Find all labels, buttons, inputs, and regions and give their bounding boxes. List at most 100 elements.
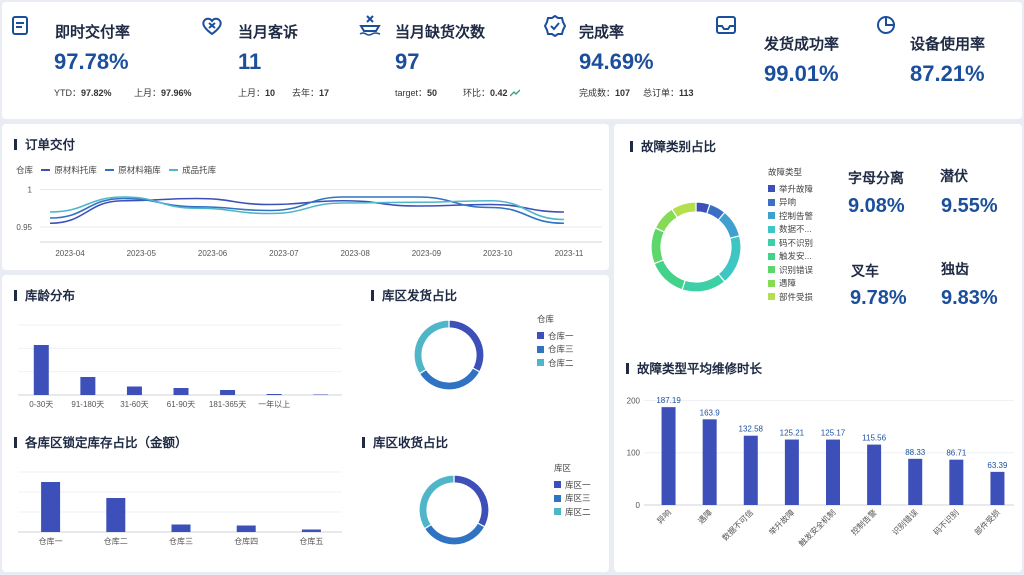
kpi-sub-ytd: YTD：97.82% — [54, 88, 112, 98]
pie-slice — [717, 235, 742, 283]
data-label: 163.9 — [700, 408, 721, 417]
data-label: 187.19 — [656, 396, 681, 405]
kpi-title: 发货成功率 — [764, 36, 840, 53]
receive-legend: 库区 库区一 库区三 库区二 — [554, 462, 591, 519]
fault-kpi-value: 9.08% — [848, 195, 905, 217]
series-line — [49, 196, 564, 221]
bar — [313, 394, 329, 395]
kpi-value: 97 — [395, 49, 420, 74]
section-title: 库区收货占比 — [362, 432, 448, 451]
bar — [743, 435, 758, 505]
section-title: 库龄分布 — [14, 285, 75, 304]
x-tick-label: 2023-08 — [340, 249, 370, 258]
bar — [990, 471, 1005, 505]
bar — [33, 345, 49, 395]
inbox-icon — [716, 16, 736, 34]
y-tick-label: 200 — [627, 396, 641, 405]
x-tick-label: 2023-05 — [127, 249, 157, 258]
kpi-value: 87.21% — [910, 61, 985, 86]
legend-item[interactable]: 仓库三 — [537, 343, 574, 357]
y-tick-label: 0 — [636, 501, 641, 510]
x-tick-label: 仓库一 — [39, 536, 63, 546]
legend-item[interactable]: 原材料箱库 — [105, 165, 161, 175]
fault-kpi-value: 9.55% — [941, 195, 998, 217]
x-tick-label: 数据不可信 — [720, 507, 755, 542]
legend-item[interactable]: 库区三 — [554, 492, 591, 506]
legend-item[interactable]: 仓库一 — [537, 329, 574, 343]
data-label: 125.17 — [821, 429, 846, 438]
pie-slice — [653, 259, 686, 291]
section-title: 订单交付 — [14, 134, 75, 153]
bar — [173, 388, 189, 395]
fault-donut-chart — [650, 201, 742, 293]
y-tick-label: 100 — [627, 449, 641, 458]
data-label: 125.21 — [780, 429, 805, 438]
kpi-sub-last-month: 上月：10 — [238, 88, 276, 98]
bar — [236, 525, 256, 532]
bar — [220, 390, 236, 395]
section-title: 故障类别占比 — [630, 136, 716, 155]
pie-slice — [448, 319, 485, 373]
legend-item[interactable]: 成品托库 — [169, 165, 216, 175]
kpi-title: 当月缺货次数 — [395, 24, 486, 41]
document-icon — [12, 16, 28, 35]
bar — [80, 377, 96, 395]
x-tick-label: 举升故障 — [767, 507, 797, 537]
pie-slice — [418, 474, 455, 530]
legend-item[interactable]: 举升故障 — [768, 182, 813, 196]
legend-item[interactable]: 原材料托库 — [41, 165, 97, 175]
legend-item[interactable]: 控制告警 — [768, 209, 813, 223]
x-tick-label: 异响 — [655, 507, 673, 525]
kpi-sub-target: target：50 — [395, 88, 438, 98]
kpi-title: 当月客诉 — [238, 24, 299, 41]
age-bar-chart: 0-30天 91-180天 31-60天 61-90天 181-365天 一年以上 — [18, 324, 342, 409]
y-tick-label: 0.95 — [16, 223, 32, 232]
bar — [126, 386, 142, 395]
x-tick-label: 181-365天 — [209, 400, 246, 409]
x-tick-label: 仓库二 — [104, 536, 128, 546]
kpi-sub-last-month: 上月：97.96% — [134, 88, 192, 98]
section-title: 库区发货占比 — [371, 285, 457, 304]
bar — [867, 444, 882, 505]
fault-kpi-value: 9.78% — [850, 287, 907, 309]
kpi-title: 即时交付率 — [55, 24, 131, 41]
x-tick-label: 遇障 — [696, 507, 714, 525]
order-delivery-panel: 订单交付 仓库 原材料托库 原材料箱库 成品托库 1 0.95 2023-04 202… — [2, 124, 609, 270]
pie-slice — [717, 211, 741, 240]
repair-duration-bar-chart: 200 100 0 187.19 异响 163.9 遇障 132.58 数据不可信 125.21 举… — [627, 396, 1014, 548]
pie-slice — [681, 273, 726, 293]
badge-check-icon — [544, 15, 566, 37]
legend-item[interactable]: 部件受损 — [768, 290, 813, 304]
legend-item[interactable]: 识别错误 — [768, 263, 813, 277]
legend-title: 故障类型 — [768, 167, 803, 177]
ship-legend: 仓库 仓库一 仓库三 仓库二 — [537, 313, 574, 370]
legend-item[interactable]: 触发安... — [768, 250, 813, 264]
pie-slice — [413, 319, 450, 375]
kpi-sub-last-year: 去年：17 — [292, 88, 330, 98]
bar — [301, 529, 321, 532]
legend-title: 仓库 — [16, 165, 34, 175]
bar — [702, 419, 717, 505]
trend-up-icon — [509, 89, 521, 97]
kpi-sub-total: 总订单：113 — [643, 88, 694, 98]
data-label: 88.33 — [905, 448, 926, 457]
pie-slice — [650, 227, 666, 265]
section-title: 各库区锁定库存占比（金额） — [14, 432, 188, 451]
x-tick-label: 码不识别 — [932, 508, 961, 537]
locked-stock-bar-chart: 仓库一 仓库二 仓库三 仓库四 仓库五 — [18, 471, 342, 546]
legend-item[interactable]: 库区一 — [554, 478, 591, 492]
x-tick-label: 0-30天 — [29, 400, 53, 409]
fault-kpi-name: 字母分离 — [848, 170, 904, 186]
kpi-title: 设备使用率 — [910, 36, 986, 53]
x-tick-label: 控制告警 — [849, 507, 879, 537]
kpi-title: 完成率 — [579, 24, 625, 41]
legend-item[interactable]: 码不识别 — [768, 236, 813, 250]
kpi-value: 94.69% — [579, 49, 654, 74]
legend-item[interactable]: 数据不... — [768, 223, 813, 237]
legend-item[interactable]: 遇障 — [768, 277, 813, 291]
legend-item[interactable]: 异响 — [768, 196, 813, 210]
legend-item[interactable]: 仓库二 — [537, 356, 574, 370]
section-title: 故障类型平均维修时长 — [626, 358, 762, 377]
legend-item[interactable]: 库区二 — [554, 505, 591, 519]
x-tick-label: 部件受损 — [972, 507, 1002, 537]
